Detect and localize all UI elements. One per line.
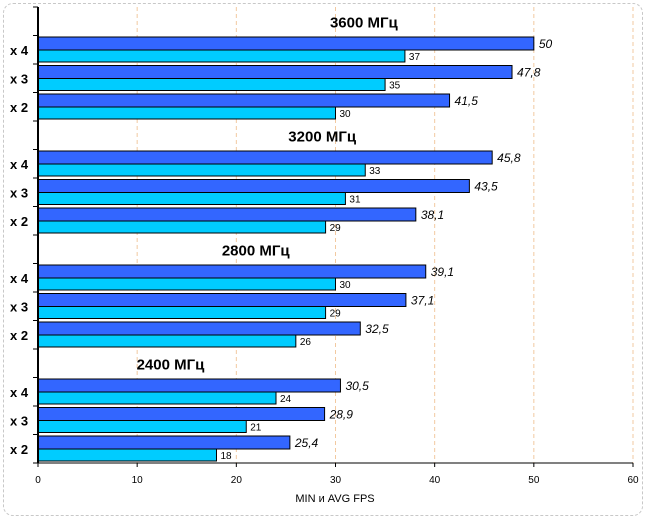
category-label: x 2 xyxy=(10,442,28,457)
data-label-avg: 26 xyxy=(300,337,312,348)
data-label-avg: 31 xyxy=(349,195,361,206)
category-label: x 3 xyxy=(10,71,28,86)
bar-avg xyxy=(37,448,217,462)
data-label-max: 50 xyxy=(539,37,553,51)
data-label-avg: 29 xyxy=(330,223,342,234)
category-label: x 3 xyxy=(10,185,28,200)
category-label: x 3 xyxy=(10,413,28,428)
bar-max xyxy=(37,65,513,79)
bar-avg xyxy=(37,106,336,120)
bar-avg xyxy=(37,220,327,234)
data-label-max: 28,9 xyxy=(329,408,354,422)
data-label-max: 41,5 xyxy=(455,94,479,108)
bar-max xyxy=(37,264,427,279)
bars xyxy=(37,36,535,462)
x-tick-label: 10 xyxy=(132,475,144,486)
x-tick-label: 50 xyxy=(528,475,540,486)
data-label-avg: 35 xyxy=(389,81,401,92)
data-label-max: 38,1 xyxy=(421,208,444,222)
bar-avg xyxy=(37,334,297,348)
data-label-avg: 24 xyxy=(280,394,292,405)
axes xyxy=(33,6,634,467)
labels: 3600 МГц 50 37 x 4 47,8 35 x 3 41,5 30 x 2 3200 МГ… xyxy=(10,15,639,486)
data-label-avg: 18 xyxy=(221,451,233,462)
data-label-max: 47,8 xyxy=(517,66,541,80)
bar-max xyxy=(37,321,361,336)
x-tick-label: 30 xyxy=(330,475,342,486)
x-tick-label: 20 xyxy=(231,475,243,486)
bar-max xyxy=(37,293,407,307)
bar-avg xyxy=(37,306,327,319)
data-label-max: 25,4 xyxy=(294,436,319,450)
bar-avg xyxy=(37,78,386,91)
data-label-avg: 33 xyxy=(369,166,381,177)
group-title: 3200 МГц xyxy=(288,129,357,146)
data-label-max: 30,5 xyxy=(345,379,369,393)
x-axis-title: MIN и AVG FPS xyxy=(295,493,374,505)
bar-max xyxy=(37,435,291,450)
data-label-avg: 30 xyxy=(340,280,352,291)
data-label-max: 37,1 xyxy=(411,294,434,308)
data-label-max: 43,5 xyxy=(474,180,498,194)
bar-avg xyxy=(37,163,366,177)
bar-max xyxy=(37,150,493,165)
bar-max xyxy=(37,93,451,108)
group-title: 2400 МГц xyxy=(137,357,206,374)
category-label: x 3 xyxy=(10,299,28,314)
x-tick-label: 40 xyxy=(429,475,441,486)
bar-max xyxy=(37,407,326,421)
category-label: x 4 xyxy=(10,43,29,58)
category-label: x 2 xyxy=(10,100,28,115)
category-label: x 2 xyxy=(10,328,28,343)
bar-avg xyxy=(37,49,406,63)
bar-max xyxy=(37,179,470,193)
category-label: x 4 xyxy=(10,385,29,400)
data-label-avg: 29 xyxy=(330,309,342,320)
bar-avg xyxy=(37,391,277,405)
bar-avg xyxy=(37,420,247,433)
data-label-max: 32,5 xyxy=(365,322,389,336)
group-title: 3600 МГц xyxy=(330,15,399,32)
data-label-avg: 37 xyxy=(409,52,421,63)
data-label-avg: 30 xyxy=(340,109,352,120)
bar-max xyxy=(37,207,417,222)
x-tick-label: 0 xyxy=(35,475,41,486)
category-label: x 2 xyxy=(10,214,28,229)
x-tick-label: 60 xyxy=(627,475,639,486)
group-title: 2800 МГц xyxy=(222,243,291,260)
category-label: x 4 xyxy=(10,157,29,172)
data-label-max: 45,8 xyxy=(497,151,521,165)
category-label: x 4 xyxy=(10,271,29,286)
chart-frame xyxy=(3,3,643,516)
bar-max xyxy=(37,36,535,51)
bar-avg xyxy=(37,192,346,205)
data-label-max: 39,1 xyxy=(431,265,454,279)
bar-avg xyxy=(37,277,336,291)
bar-max xyxy=(37,378,341,393)
data-label-avg: 21 xyxy=(250,423,262,434)
